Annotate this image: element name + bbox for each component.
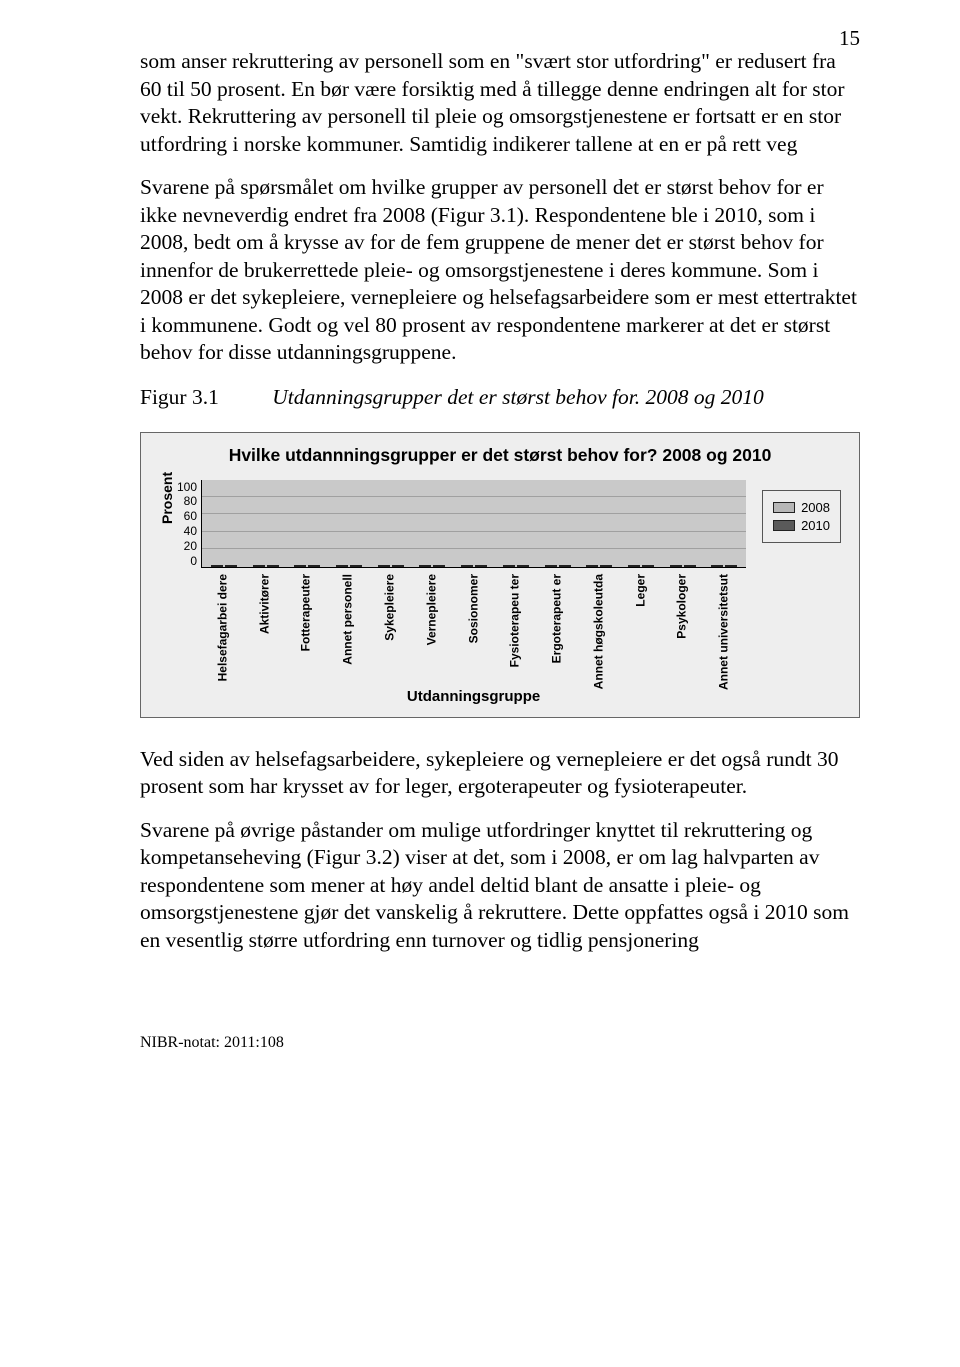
x-tick: Aktivitører [247,574,283,686]
bar-2010 [725,565,737,567]
y-tick: 0 [177,554,197,568]
footer-citation: NIBR-notat: 2011:108 [140,1034,860,1052]
y-tick: 40 [177,524,197,538]
chart-title: Hvilke utdannningsgrupper er det størst … [159,445,841,466]
y-tick: 100 [177,480,197,494]
bar-group [665,565,701,567]
bar-group [248,565,284,567]
body-paragraph-3: Ved siden av helsefagsarbeidere, sykeple… [140,746,860,801]
bar-2010 [308,565,320,567]
chart-plot-area [201,480,746,568]
bar-2010 [517,565,529,567]
legend-label: 2010 [801,518,830,533]
chart-x-axis-label: Utdanningsgruppe [201,688,746,705]
x-tick: Ergoterapeut er [539,574,575,686]
y-tick: 80 [177,494,197,508]
bar-2008 [253,565,265,567]
bar-2008 [545,565,557,567]
figure-label: Figur 3.1 Utdanningsgrupper det er størs… [140,385,860,410]
bar-2008 [336,565,348,567]
x-tick: Psykologer [664,574,700,686]
legend-item-2010: 2010 [773,518,830,533]
bar-group [706,565,742,567]
x-tick: Leger [623,574,659,686]
bar-group [415,565,451,567]
x-tick: Sykepleiere [372,574,408,686]
x-tick: Annet høgskoleutda [581,574,617,686]
bar-2008 [711,565,723,567]
legend-swatch-2010 [773,520,795,531]
bar-2010 [600,565,612,567]
bar-2008 [211,565,223,567]
bar-group [540,565,576,567]
bar-2010 [350,565,362,567]
bar-2008 [419,565,431,567]
bar-2008 [628,565,640,567]
x-tick: Fysioterapeu ter [497,574,533,686]
bar-2008 [378,565,390,567]
figure-caption: Utdanningsgrupper det er størst behov fo… [272,385,764,409]
chart-container: Hvilke utdannningsgrupper er det størst … [140,432,860,718]
body-paragraph-1: som anser rekruttering av personell som … [140,48,860,158]
chart-legend: 2008 2010 [762,490,841,543]
chart-y-axis-label: Prosent [159,508,175,524]
bar-2010 [433,565,445,567]
bar-2008 [503,565,515,567]
bar-2010 [684,565,696,567]
bar-2008 [586,565,598,567]
legend-item-2008: 2008 [773,500,830,515]
bar-2008 [461,565,473,567]
bar-2008 [670,565,682,567]
x-tick: Annet universitetsut [706,574,742,686]
bar-2010 [392,565,404,567]
bar-2008 [294,565,306,567]
bar-2010 [267,565,279,567]
bar-2010 [225,565,237,567]
bar-2010 [559,565,571,567]
bar-group [331,565,367,567]
chart-x-ticks: Helsefagarbei dereAktivitørerFotterapeut… [201,568,746,686]
x-tick: Annet personell [330,574,366,686]
bar-group [498,565,534,567]
legend-label: 2008 [801,500,830,515]
bar-group [581,565,617,567]
body-paragraph-2: Svarene på spørsmålet om hvilke grupper … [140,174,860,367]
bar-group [373,565,409,567]
x-tick: Helsefagarbei dere [205,574,241,686]
chart-y-ticks: 100806040200 [177,480,197,568]
legend-swatch-2008 [773,502,795,513]
x-tick: Vernepleiere [414,574,450,686]
figure-number: Figur 3.1 [140,385,219,410]
bar-group [623,565,659,567]
bar-group [456,565,492,567]
bar-group [289,565,325,567]
bar-group [206,565,242,567]
bar-2010 [642,565,654,567]
bar-2010 [475,565,487,567]
y-tick: 60 [177,509,197,523]
body-paragraph-4: Svarene på øvrige påstander om mulige ut… [140,817,860,955]
x-tick: Fotterapeuter [289,574,325,686]
x-tick: Sosionomer [456,574,492,686]
page-number: 15 [839,26,860,51]
y-tick: 20 [177,539,197,553]
